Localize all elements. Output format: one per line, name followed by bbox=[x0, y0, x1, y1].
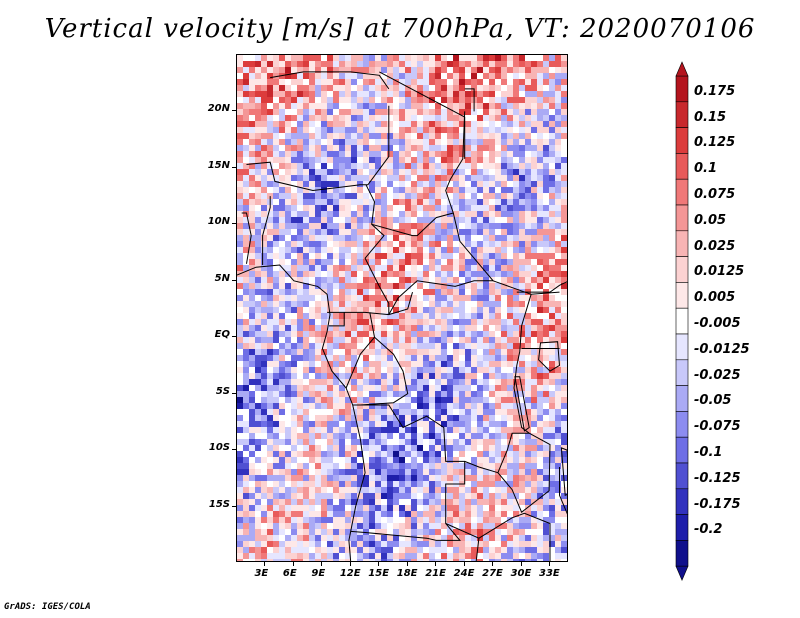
colorbar-tick-label: -0.125 bbox=[694, 470, 741, 486]
latitude-tick-label: 20N bbox=[207, 103, 230, 115]
colorbar-swatch bbox=[675, 514, 689, 541]
colorbar-swatch bbox=[675, 282, 689, 309]
longitude-tick bbox=[463, 562, 465, 566]
map-panel bbox=[236, 54, 568, 562]
colorbar-tick-label: 0.125 bbox=[694, 135, 736, 151]
colorbar-tick-label: -0.175 bbox=[694, 496, 741, 512]
vertical-velocity-field bbox=[237, 55, 567, 561]
colorbar-tick-label: 0.05 bbox=[694, 212, 727, 228]
latitude-tick-label: 5N bbox=[214, 272, 230, 284]
colorbar-swatch bbox=[675, 385, 689, 412]
colorbar-tick-label: -0.1 bbox=[694, 445, 723, 460]
colorbar-tick-label: -0.05 bbox=[694, 393, 732, 409]
colorbar-tick-label: 0.15 bbox=[694, 109, 727, 125]
colorbar-swatch bbox=[675, 333, 689, 361]
colorbar-top-arrow bbox=[675, 61, 689, 77]
longitude-tick bbox=[406, 562, 408, 566]
colorbar-swatch bbox=[675, 540, 689, 567]
longitude-tick bbox=[349, 562, 351, 566]
longitude-tick-label: 24E bbox=[453, 568, 475, 579]
colorbar-swatch bbox=[675, 436, 689, 464]
longitude-tick bbox=[321, 562, 323, 566]
latitude-tick-label: 15N bbox=[207, 159, 230, 171]
longitude-tick-label: 6E bbox=[282, 568, 297, 579]
longitude-tick bbox=[378, 562, 380, 566]
colorbar-swatch bbox=[675, 359, 689, 386]
longitude-tick-label: 21E bbox=[425, 568, 446, 579]
colorbar-swatch bbox=[675, 411, 689, 438]
longitude-tick bbox=[264, 562, 266, 566]
colorbar-tick-label: 0.025 bbox=[694, 238, 736, 254]
colorbar-swatch bbox=[675, 204, 689, 232]
latitude-tick-label: 10S bbox=[208, 442, 230, 454]
chart-title: Vertical velocity [m/s] at 700hPa, VT: 2… bbox=[44, 14, 756, 44]
colorbar-tick-label: -0.0125 bbox=[694, 341, 750, 357]
colorbar-tick-label: 0.1 bbox=[694, 161, 718, 177]
latitude-tick-label: 10N bbox=[207, 216, 230, 228]
longitude-tick bbox=[520, 562, 522, 566]
colorbar-tick-label: -0.075 bbox=[694, 419, 741, 435]
longitude-tick bbox=[492, 562, 494, 566]
colorbar-tick-label: 0.005 bbox=[694, 290, 736, 306]
grads-credit: GrADS: IGES/COLA bbox=[4, 602, 91, 612]
longitude-tick bbox=[549, 562, 551, 566]
colorbar-tick-label: 0.175 bbox=[694, 83, 736, 99]
latitude-tick bbox=[232, 166, 236, 168]
longitude-tick bbox=[435, 562, 437, 566]
latitude-tick-label: 15S bbox=[208, 498, 230, 510]
colorbar-swatch bbox=[675, 153, 689, 180]
latitude-tick bbox=[232, 110, 236, 112]
longitude-tick-label: 12E bbox=[339, 568, 361, 579]
colorbar-tick-label: -0.2 bbox=[694, 522, 723, 538]
latitude-tick bbox=[232, 336, 236, 338]
colorbar-swatch bbox=[675, 75, 689, 103]
colorbar-tick-label: 0.075 bbox=[694, 187, 736, 202]
colorbar-tick-label: -0.005 bbox=[694, 316, 741, 331]
colorbar-swatch bbox=[675, 230, 689, 257]
colorbar-swatch bbox=[675, 178, 689, 206]
longitude-tick-label: 15E bbox=[368, 568, 390, 579]
colorbar-bottom-arrow bbox=[675, 565, 689, 581]
longitude-tick-label: 33E bbox=[539, 568, 560, 579]
longitude-tick-label: 27E bbox=[482, 568, 503, 579]
colorbar-swatch bbox=[675, 101, 689, 128]
latitude-tick bbox=[232, 223, 236, 225]
latitude-tick-label: 5S bbox=[215, 385, 230, 397]
latitude-tick bbox=[232, 449, 236, 451]
longitude-tick bbox=[292, 562, 294, 566]
latitude-tick bbox=[232, 279, 236, 281]
longitude-tick-label: 30E bbox=[510, 568, 532, 579]
colorbar-swatch bbox=[675, 256, 689, 283]
latitude-tick bbox=[232, 392, 236, 394]
longitude-tick-label: 3E bbox=[254, 568, 269, 579]
colorbar-tick-label: -0.025 bbox=[694, 367, 741, 383]
colorbar-swatch bbox=[675, 307, 689, 335]
colorbar-tick-label: 0.0125 bbox=[694, 264, 745, 280]
country-borders bbox=[237, 71, 567, 561]
latitude-tick bbox=[232, 505, 236, 507]
longitude-tick-label: 9E bbox=[311, 568, 326, 579]
latitude-tick-label: EQ bbox=[214, 329, 230, 341]
colorbar-swatch bbox=[675, 462, 689, 490]
colorbar-swatch bbox=[675, 127, 689, 154]
colorbar-swatch bbox=[675, 488, 689, 515]
longitude-tick-label: 18E bbox=[396, 568, 418, 579]
